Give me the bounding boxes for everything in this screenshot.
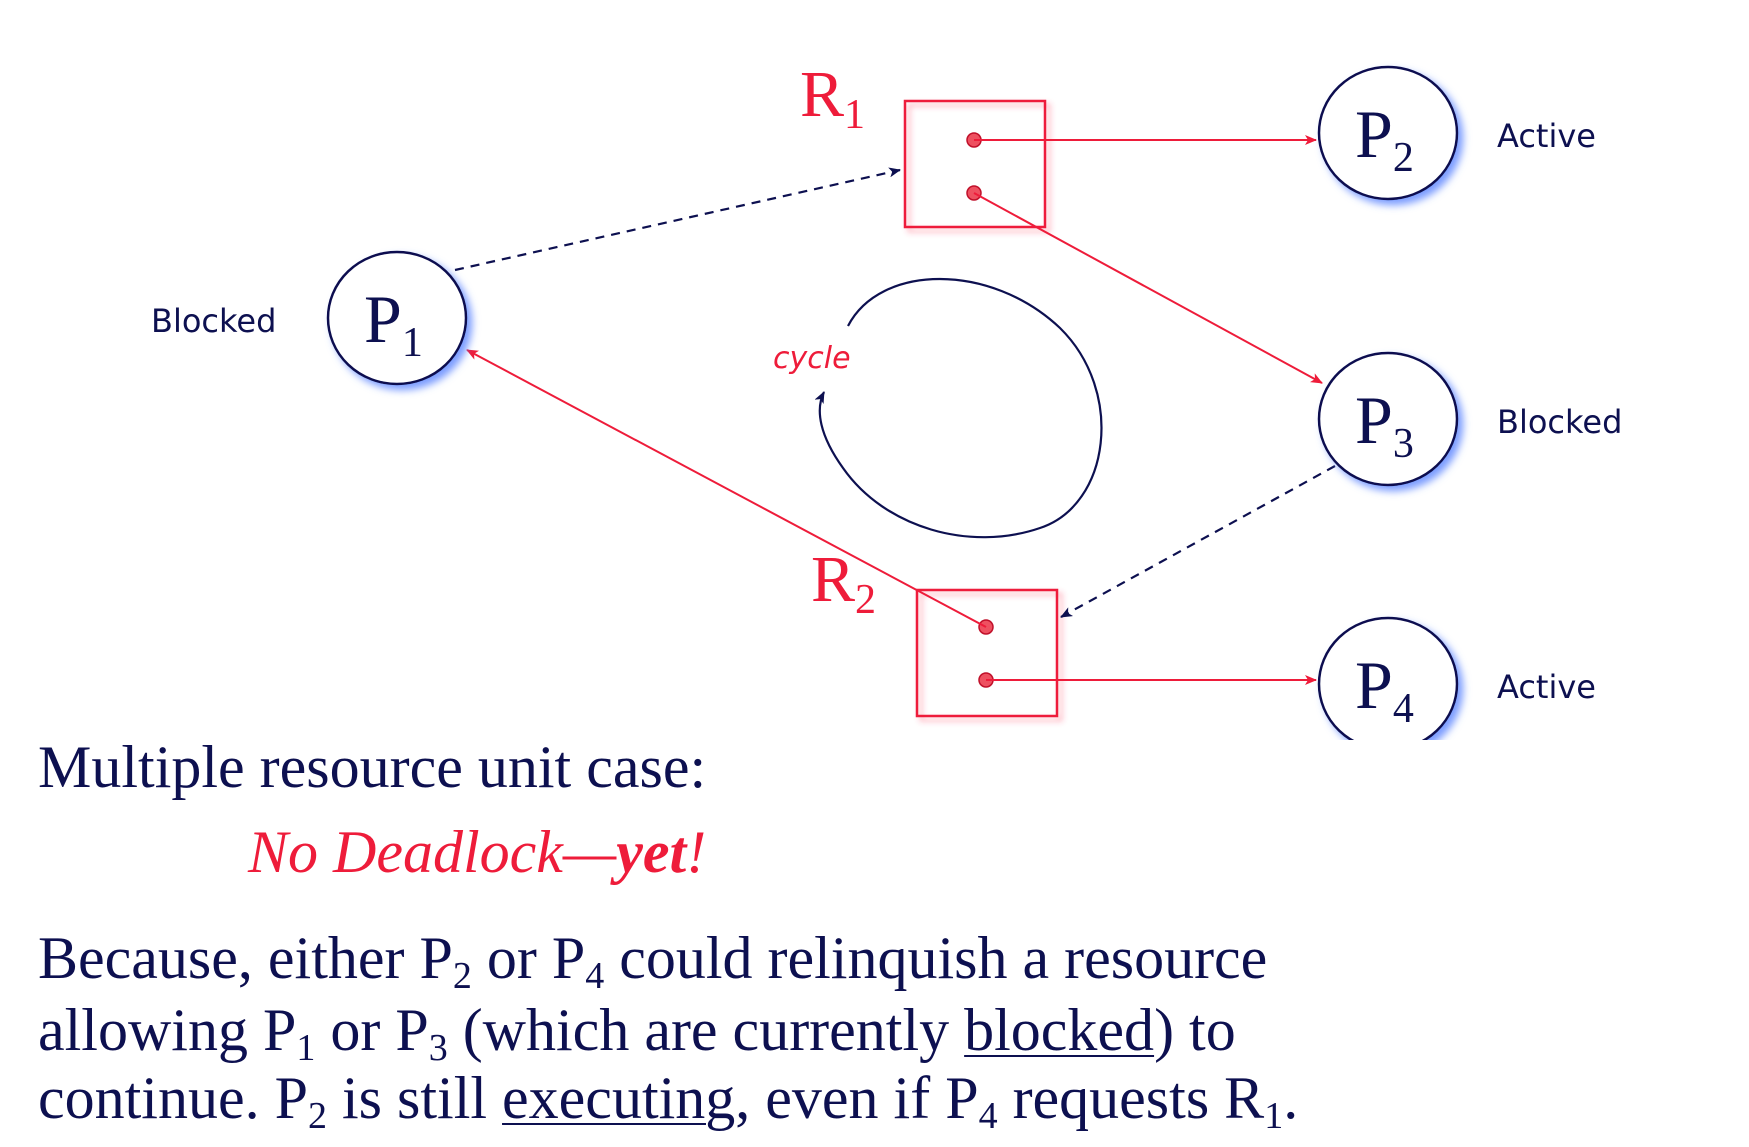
process-p1-circle [326, 250, 468, 386]
process-p3-label: P3 [1355, 382, 1414, 467]
process-p1: P1 Blocked [151, 250, 468, 386]
executing-emphasis: executing [502, 1065, 736, 1131]
process-p4-status: Active [1497, 668, 1596, 706]
explanation-line-2: allowing P1 or P3 (which are currently b… [38, 997, 1236, 1069]
edge-p3-requests-r2 [1060, 465, 1336, 618]
edge-r2-assigned-p1 [466, 349, 987, 628]
process-p3-circle [1317, 351, 1459, 487]
process-p4-label: P4 [1355, 647, 1414, 732]
edge-p1-requests-r1 [454, 167, 901, 272]
process-p2-circle [1317, 65, 1459, 201]
case-heading: Multiple resource unit case: [38, 734, 707, 800]
verdict-end: ! [686, 819, 707, 885]
resource-r2-box [915, 588, 1059, 718]
process-p4-circle [1317, 616, 1459, 740]
process-p3-status: Blocked [1497, 403, 1622, 441]
explanation-line-1: Because, either P2 or P4 could relinquis… [38, 925, 1268, 997]
resource-r1-box [903, 99, 1047, 229]
process-p4: P4 Active [1317, 616, 1596, 740]
process-p2-label: P2 [1355, 96, 1414, 181]
resource-r1: R1 [800, 58, 1047, 229]
process-p2-status: Active [1497, 117, 1596, 155]
resource-r2-label: R2 [811, 543, 876, 623]
resource-r1-label: R1 [800, 58, 865, 138]
verdict-main: No Deadlock— [248, 819, 617, 885]
resource-r2: R2 [811, 543, 1059, 718]
cycle-arrow [814, 278, 1103, 539]
process-p3: P3 Blocked [1317, 351, 1622, 487]
cycle-label: cycle [773, 341, 851, 376]
resource-allocation-graph: R1 R2 cycle P1 Blocked P2 Active P3 Bloc… [151, 58, 1622, 740]
verdict-emphasis: yet [616, 819, 687, 885]
explanation-line-3: continue. P2 is still executing, even if… [38, 1065, 1299, 1137]
process-p2: P2 Active [1317, 65, 1596, 201]
process-p1-label: P1 [364, 281, 423, 366]
process-p1-status: Blocked [151, 302, 276, 340]
blocked-emphasis: blocked [964, 997, 1155, 1063]
verdict-line: No Deadlock—yet! [248, 817, 706, 887]
edge-r1-assigned-p3 [973, 192, 1323, 384]
